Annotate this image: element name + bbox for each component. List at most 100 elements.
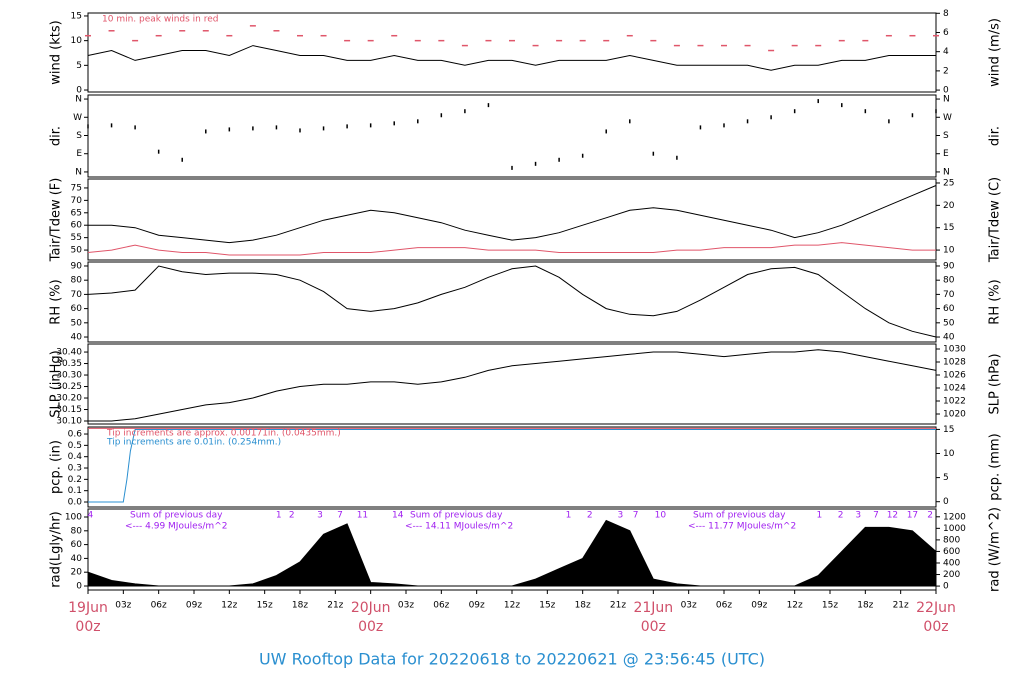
y2-axis-label: RH (%) <box>988 279 1003 324</box>
y2-axis-label: pcp. (mm) <box>988 433 1003 500</box>
y-tick-label: E <box>76 149 82 159</box>
y-tick-label: 0.2 <box>68 475 82 485</box>
y-tick-label: 30.40 <box>56 348 82 358</box>
y-tick-label: 0.0 <box>68 498 83 508</box>
y2-tick-label: 200 <box>943 570 960 580</box>
y2-tick-label: 25 <box>943 178 954 188</box>
y-tick-label: N <box>75 167 82 177</box>
y2-tick-label: 1000 <box>943 524 966 534</box>
hour-mark: 10 <box>655 511 667 521</box>
y-tick-label: 50 <box>71 318 83 328</box>
y-tick-label: 50 <box>71 246 83 256</box>
y-tick-label: 60 <box>71 540 83 550</box>
y2-tick-label: 8 <box>943 9 949 19</box>
y-axis-label: rad(Lgly/hr) <box>49 511 64 587</box>
y2-tick-label: 5 <box>943 473 949 483</box>
y-tick-label: 40 <box>71 554 83 564</box>
y2-tick-label: 400 <box>943 558 960 568</box>
x-tick-label: 06z <box>433 601 449 611</box>
hour-mark: 1 <box>276 511 282 521</box>
y2-tick-label: 20 <box>943 201 955 211</box>
y-tick-label: 55 <box>71 233 82 243</box>
y-axis-label: pcp. (in) <box>49 440 64 494</box>
panel-frame <box>87 12 937 93</box>
x-tick-label: 15z <box>257 601 273 611</box>
y-tick-label: 0.6 <box>68 430 83 440</box>
hour-mark: 2 <box>587 511 593 521</box>
x-tick-label: 06z <box>716 601 732 611</box>
y-tick-label: 20 <box>71 568 83 578</box>
y-tick-label: 90 <box>71 261 83 271</box>
y2-axis-label: Tair/Tdew (C) <box>988 177 1003 263</box>
y2-tick-label: 15 <box>943 223 954 233</box>
hour-mark: 17 <box>907 511 918 521</box>
hour-mark: 7 <box>633 511 639 521</box>
y-tick-label: 0.3 <box>68 464 82 474</box>
hour-mark: 4 <box>87 511 93 521</box>
y-tick-label: 15 <box>71 11 82 21</box>
sum-label: Sum of previous day <box>410 511 503 521</box>
y2-tick-label: 6 <box>943 28 949 38</box>
x-tick-label: 12z <box>221 601 237 611</box>
chart-title: UW Rooftop Data for 20220618 to 20220621… <box>259 650 765 669</box>
y-axis-label: dir. <box>49 126 64 146</box>
y2-tick-label: 0 <box>943 86 949 96</box>
y2-tick-label: 60 <box>943 304 955 314</box>
y2-tick-label: 70 <box>943 290 955 300</box>
y-axis-label: SLP (inHg) <box>49 350 64 418</box>
x-tick-label: 18z <box>575 601 591 611</box>
y2-tick-label: 2 <box>943 66 949 76</box>
x-tick-label: 06z <box>151 601 167 611</box>
y-tick-label: 0.4 <box>68 452 83 462</box>
day-label: 19Jun <box>68 600 108 616</box>
note: Tip increments are 0.01in. (0.254mm.) <box>106 438 281 448</box>
y-tick-label: N <box>75 95 82 105</box>
y-tick-label: 30.30 <box>56 371 82 381</box>
x-tick-label: 21z <box>893 601 909 611</box>
y-tick-label: 30.15 <box>56 405 82 415</box>
y2-tick-label: 0 <box>943 497 949 507</box>
y2-tick-label: N <box>943 95 950 105</box>
x-tick-label: 03z <box>398 601 414 611</box>
y2-tick-label: 1022 <box>943 396 966 406</box>
hour-mark: 3 <box>317 511 323 521</box>
x-tick-label: 12z <box>504 601 520 611</box>
y2-tick-label: 4 <box>943 47 949 57</box>
y2-tick-label: 1028 <box>943 358 966 368</box>
y-tick-label: 70 <box>71 196 83 206</box>
note: Tip increments are approx. 0.00171in. (0… <box>106 429 341 439</box>
y-tick-label: 30.20 <box>56 394 82 404</box>
y-tick-label: 60 <box>71 221 83 231</box>
x-tick-label: 00z <box>923 619 948 635</box>
y2-tick-label: 15 <box>943 425 954 435</box>
hour-mark: 1 <box>566 511 572 521</box>
data-line <box>88 185 937 244</box>
data-line <box>87 265 937 338</box>
y2-tick-label: 10 <box>943 449 955 459</box>
y2-axis-label: wind (m/s) <box>988 18 1003 87</box>
y-tick-label: 70 <box>71 290 83 300</box>
y2-tick-label: 600 <box>943 547 960 557</box>
hour-mark: 3 <box>617 511 623 521</box>
x-tick-label: 21z <box>610 601 626 611</box>
y-tick-label: 30.35 <box>56 359 82 369</box>
y-tick-label: 0 <box>76 86 82 96</box>
data-line <box>87 45 936 71</box>
hour-mark: 14 <box>392 511 404 521</box>
y-tick-label: 0 <box>76 581 82 591</box>
sum-label: Sum of previous day <box>130 511 223 521</box>
y2-tick-label: 10 <box>943 246 955 256</box>
x-tick-label: 03z <box>115 601 131 611</box>
y-axis-label: RH (%) <box>49 279 64 324</box>
hour-mark: 12 <box>887 511 898 521</box>
panel-frame <box>87 261 937 343</box>
y-tick-label: 0.1 <box>68 486 82 496</box>
x-tick-label: 09z <box>469 601 485 611</box>
y-tick-label: 30.25 <box>56 382 82 392</box>
panel-frame <box>87 178 937 261</box>
x-tick-label: 00z <box>641 619 666 635</box>
sum-label: Sum of previous day <box>693 511 786 521</box>
y-tick-label: 10 <box>71 36 83 46</box>
x-tick-label: 09z <box>186 601 202 611</box>
